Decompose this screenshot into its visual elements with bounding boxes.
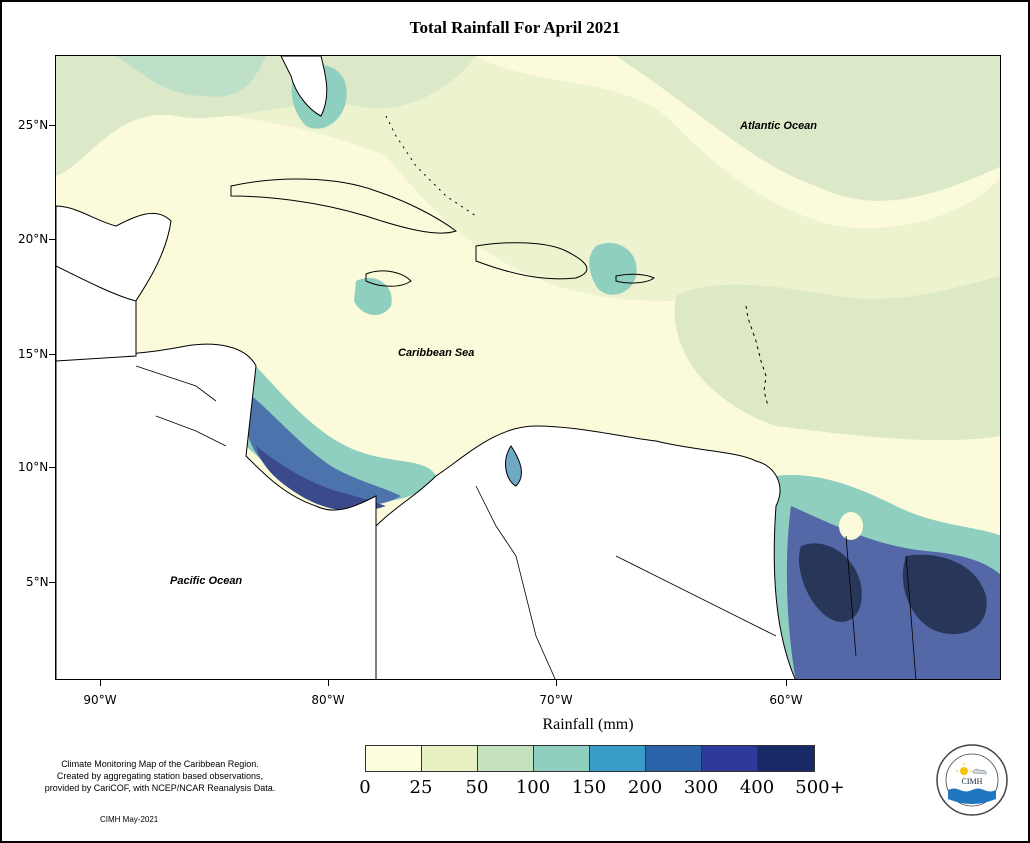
legend-label: 400	[739, 777, 775, 798]
border-venezuela-brazil	[615, 555, 777, 637]
y-tickmark	[49, 125, 55, 126]
island-cuba	[230, 178, 458, 234]
islands-lesser-antilles	[745, 305, 769, 407]
label-atlantic-ocean: Atlantic Ocean	[740, 120, 818, 132]
land-mexico-south	[56, 265, 137, 362]
land-central-america	[56, 343, 377, 679]
legend-label: 0	[359, 777, 371, 798]
y-tickmark	[49, 239, 55, 240]
legend-label: 25	[409, 777, 433, 798]
rainfall-zone-mid-atlantic	[616, 56, 1000, 201]
x-tick-70W: 70°W	[539, 693, 573, 707]
legend-label: 150	[571, 777, 607, 798]
x-tick-80W: 80°W	[311, 693, 345, 707]
map-title: Total Rainfall For April 2021	[409, 18, 621, 37]
legend-swatch	[702, 746, 758, 771]
logo-text: CIMH	[962, 777, 983, 786]
rainfall-zone-guianas-heavy-1	[798, 543, 862, 622]
legend-swatch	[534, 746, 590, 771]
x-axis-label: Rainfall (mm)	[542, 716, 634, 733]
legend-label: 500+	[795, 777, 845, 798]
rainfall-map-svg	[56, 56, 1000, 679]
legend-label: 200	[627, 777, 663, 798]
rainfall-zone-mid-north	[56, 56, 476, 176]
sun-icon	[960, 767, 968, 775]
legend-swatch	[478, 746, 534, 771]
island-jamaica	[365, 270, 412, 287]
x-tickmark	[556, 680, 557, 686]
legend-label: 100	[515, 777, 551, 798]
island-hispaniola	[475, 242, 588, 280]
water-icon	[948, 788, 996, 804]
legend-label: 300	[683, 777, 719, 798]
y-tickmark	[49, 467, 55, 468]
rainfall-zone-hispaniola	[589, 242, 637, 295]
legend-label: 50	[465, 777, 489, 798]
legend-swatch	[422, 746, 478, 771]
rainfall-zone-guianas-mid	[786, 506, 1000, 679]
y-tickmark	[49, 354, 55, 355]
cimh-logo: CIMH	[936, 744, 1008, 816]
rainfall-zone-guianas-dry-spot	[839, 512, 863, 540]
label-caribbean-sea: Caribbean Sea	[398, 347, 475, 359]
border-central-america	[135, 365, 227, 447]
border-colombia-venezuela	[475, 485, 556, 679]
rainfall-zone-guianas-heavy-2	[902, 554, 987, 635]
cloud-icon	[972, 768, 987, 775]
legend-swatch	[366, 746, 422, 771]
note-line: Climate Monitoring Map of the Caribbean …	[61, 759, 259, 769]
legend-swatch	[590, 746, 646, 771]
legend-colorbar	[365, 745, 815, 772]
rainfall-map	[55, 55, 1001, 680]
description-note: Climate Monitoring Map of the Caribbean …	[20, 758, 300, 794]
x-tick-90W: 90°W	[83, 693, 117, 707]
y-tick-15N: 15°N	[18, 347, 49, 361]
y-tick-20N: 20°N	[18, 232, 49, 246]
x-tickmark	[328, 680, 329, 686]
label-pacific-ocean: Pacific Ocean	[170, 575, 243, 587]
x-tick-60W: 60°W	[769, 693, 803, 707]
land-south-america	[375, 425, 796, 679]
y-tick-25N: 25°N	[18, 118, 49, 132]
lake-maracaibo	[505, 445, 522, 487]
legend-swatch	[646, 746, 702, 771]
y-tickmark	[49, 582, 55, 583]
note-line: Created by aggregating station based obs…	[56, 771, 264, 781]
border-guianas	[845, 535, 917, 679]
y-tick-5N: 5°N	[26, 575, 49, 589]
rainfall-zone-mid-east	[674, 276, 1000, 441]
x-tickmark	[100, 680, 101, 686]
note-line: provided by CariCOF, with NCEP/NCAR Rean…	[44, 783, 276, 793]
rainfall-zone-gulf	[116, 56, 266, 97]
credit-text: CIMH May-2021	[100, 815, 159, 824]
legend-swatch	[758, 746, 814, 771]
x-tickmark	[786, 680, 787, 686]
land-florida	[280, 56, 328, 117]
rainfall-zone-jamaica	[354, 277, 392, 316]
y-tick-10N: 10°N	[18, 460, 49, 474]
island-puerto-rico	[615, 273, 655, 284]
